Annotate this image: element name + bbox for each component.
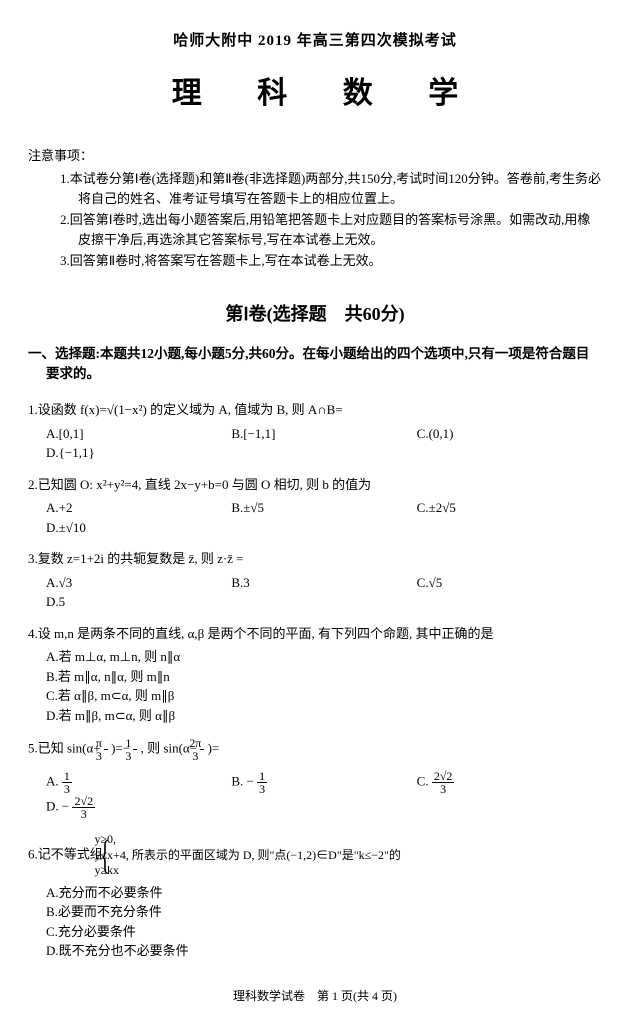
q5-stem: 5.已知 sin(α+ π3 )=− 13 , 则 sin(α− 2π3 )= (28, 737, 602, 762)
q2-opt-d: D.±√10 (46, 518, 602, 538)
q6-case2: y≤x+4, 所表示的平面区域为 D, 则"点(−1,2)∈D"是"k≤−2"的 (108, 848, 400, 864)
q6-prefix: 6.记不等式组 (28, 846, 103, 861)
notice-item: 1.本试卷分第Ⅰ卷(选择题)和第Ⅱ卷(非选择题)两部分,共150分,考试时间12… (60, 169, 602, 208)
q4-opt-b: B.若 m∥α, n∥α, 则 m∥n (46, 667, 602, 687)
q2-opt-c: C.±2√5 (417, 498, 602, 518)
q6-opt-c: C.充分必要条件 (46, 922, 602, 942)
q2-opt-b: B.±√5 (231, 498, 416, 518)
exam-title: 理 科 数 学 (28, 71, 602, 116)
page-footer: 理科数学试卷 第 1 页(共 4 页) (28, 987, 602, 1005)
q3-options: A.√3 B.3 C.√5 D.5 (28, 573, 602, 612)
exam-page: 哈师大附中 2019 年高三第四次模拟考试 理 科 数 学 注意事项： 1.本试… (0, 0, 630, 1025)
exam-header: 哈师大附中 2019 年高三第四次模拟考试 (28, 30, 602, 53)
q5-text: 5.已知 sin(α+ (28, 740, 101, 755)
q4-opt-a: A.若 m⊥α, m⊥n, 则 n∥α (46, 647, 602, 667)
q1-opt-d: D.{−1,1} (46, 443, 602, 463)
q4-options: A.若 m⊥α, m⊥n, 则 n∥α B.若 m∥α, n∥α, 则 m∥n … (28, 647, 602, 725)
question-2: 2.已知圆 O: x²+y²=4, 直线 2x−y+b=0 与圆 O 相切, 则… (28, 475, 602, 538)
notice-item: 3.回答第Ⅱ卷时,将答案写在答题卡上,写在本试卷上无效。 (60, 251, 602, 271)
question-5: 5.已知 sin(α+ π3 )=− 13 , 则 sin(α− 2π3 )= … (28, 737, 602, 820)
q6-cases: y≥0, y≤x+4, 所表示的平面区域为 D, 则"点(−1,2)∈D"是"k… (108, 832, 400, 879)
q6-opt-a: A.充分而不必要条件 (46, 883, 602, 903)
q5-opt-c: C. 2√23 (417, 770, 602, 795)
question-4: 4.设 m,n 是两条不同的直线, α,β 是两个不同的平面, 有下列四个命题,… (28, 624, 602, 726)
q1-opt-a: A.[0,1] (46, 424, 231, 444)
q3-stem: 3.复数 z=1+2i 的共轭复数是 z̄, 则 z·z̄ = (28, 549, 602, 569)
q1-opt-c: C.(0,1) (417, 424, 602, 444)
q1-options: A.[0,1] B.[−1,1] C.(0,1) D.{−1,1} (28, 424, 602, 463)
section-title: 第Ⅰ卷(选择题 共60分) (28, 301, 602, 328)
q2-options: A.+2 B.±√5 C.±2√5 D.±√10 (28, 498, 602, 537)
q3-opt-d: D.5 (46, 592, 602, 612)
q3-opt-c: C.√5 (417, 573, 602, 593)
q6-case3: y≥kx (108, 863, 400, 879)
q5-frac3: 2π3 (200, 737, 204, 762)
brace-icon: { (107, 835, 110, 875)
q5-frac2: 13 (133, 737, 137, 762)
q4-stem: 4.设 m,n 是两条不同的直线, α,β 是两个不同的平面, 有下列四个命题,… (28, 624, 602, 644)
question-3: 3.复数 z=1+2i 的共轭复数是 z̄, 则 z·z̄ = A.√3 B.3… (28, 549, 602, 612)
q6-options: A.充分而不必要条件 B.必要而不充分条件 C.充分必要条件 D.既不充分也不必… (28, 883, 602, 961)
question-1: 1.设函数 f(x)=√(1−x²) 的定义域为 A, 值域为 B, 则 A∩B… (28, 400, 602, 463)
q6-stem: 6.记不等式组 { y≥0, y≤x+4, 所表示的平面区域为 D, 则"点(−… (28, 832, 602, 879)
q2-stem: 2.已知圆 O: x²+y²=4, 直线 2x−y+b=0 与圆 O 相切, 则… (28, 475, 602, 495)
q1-opt-b: B.[−1,1] (231, 424, 416, 444)
q3-opt-b: B.3 (231, 573, 416, 593)
q5-opt-a: A. 13 (46, 770, 231, 795)
question-6: 6.记不等式组 { y≥0, y≤x+4, 所表示的平面区域为 D, 则"点(−… (28, 832, 602, 961)
q5-opt-d: D. − 2√23 (46, 795, 602, 820)
q5-frac1: π3 (104, 737, 108, 762)
q6-opt-d: D.既不充分也不必要条件 (46, 941, 602, 961)
notice-item: 2.回答第Ⅰ卷时,选出每小题答案后,用铅笔把答题卡上对应题目的答案标号涂黑。如需… (60, 210, 602, 249)
q4-opt-d: D.若 m∥β, m⊂α, 则 α∥β (46, 706, 602, 726)
q6-case1: y≥0, (108, 832, 400, 848)
q6-opt-b: B.必要而不充分条件 (46, 902, 602, 922)
q3-opt-a: A.√3 (46, 573, 231, 593)
q1-stem: 1.设函数 f(x)=√(1−x²) 的定义域为 A, 值域为 B, 则 A∩B… (28, 400, 602, 420)
q2-opt-a: A.+2 (46, 498, 231, 518)
q5-opt-b: B. − 13 (231, 770, 416, 795)
instructions: 一、选择题:本题共12小题,每小题5分,共60分。在每小题给出的四个选项中,只有… (28, 344, 602, 385)
q5-text: )= (208, 740, 220, 755)
q4-opt-c: C.若 α∥β, m⊂α, 则 m∥β (46, 686, 602, 706)
notice-label: 注意事项： (28, 146, 602, 166)
notice-list: 1.本试卷分第Ⅰ卷(选择题)和第Ⅱ卷(非选择题)两部分,共150分,考试时间12… (28, 169, 602, 271)
q5-options: A. 13 B. − 13 C. 2√23 D. − 2√23 (28, 770, 602, 820)
